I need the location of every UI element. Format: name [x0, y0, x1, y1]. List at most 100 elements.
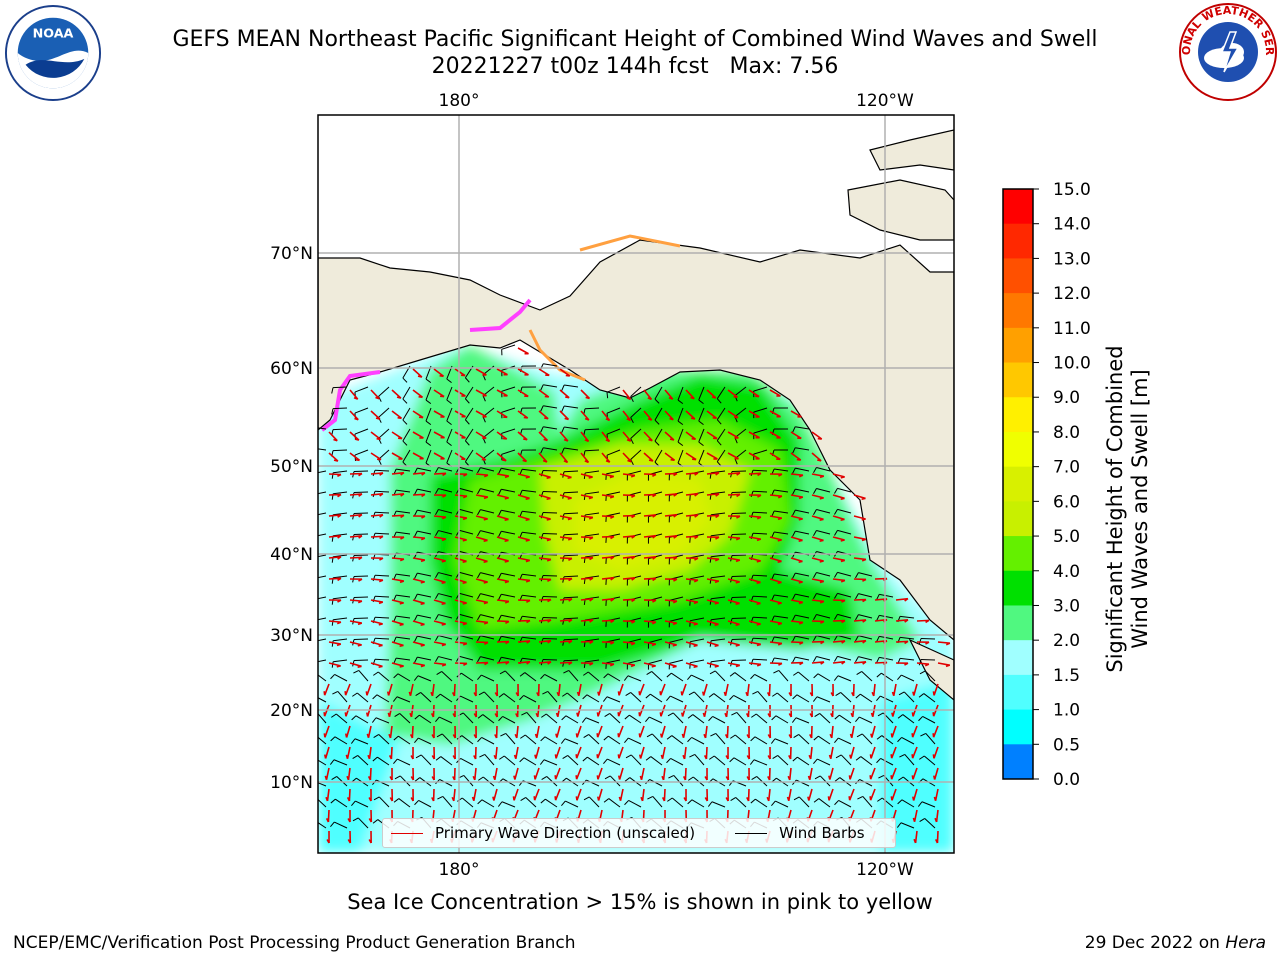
- wind-barb: [333, 617, 348, 621]
- wave-arrow: [580, 389, 591, 400]
- wave-arrow-head: [648, 459, 654, 462]
- wind-barb-flag: [414, 714, 420, 720]
- wind-barb-flag: [729, 695, 735, 701]
- wave-arrow: [514, 767, 519, 780]
- legend-wave-direction: Primary Wave Direction (unscaled): [391, 824, 695, 842]
- wind-barb: [924, 818, 936, 829]
- wind-barb: [670, 695, 684, 703]
- wind-barb-flag: [394, 775, 401, 780]
- wave-arrow-head: [346, 797, 351, 802]
- wave-arrow-head: [400, 536, 405, 540]
- wind-barb: [690, 596, 705, 601]
- wind-barb: [542, 532, 558, 535]
- wave-arrow: [808, 788, 813, 801]
- wave-arrow: [391, 599, 404, 604]
- wave-arrow-head: [484, 641, 489, 645]
- wind-barb: [459, 466, 474, 472]
- wind-barb: [565, 715, 579, 724]
- wave-arrow: [517, 410, 529, 419]
- wind-barb-flag: [791, 717, 797, 723]
- wave-arrow: [538, 619, 552, 622]
- wind-barb: [353, 638, 369, 641]
- wave-arrow-head: [890, 733, 893, 738]
- wind-barb: [677, 407, 684, 422]
- wave-arrow-head: [703, 755, 708, 760]
- wind-barb: [816, 488, 831, 493]
- wind-barb: [396, 573, 411, 577]
- wind-barb-flag: [350, 738, 356, 744]
- wind-barb: [334, 673, 348, 682]
- wave-arrow-head: [430, 691, 434, 697]
- wave-arrow: [370, 431, 382, 440]
- wave-arrow-head: [568, 619, 573, 623]
- wind-barb: [736, 712, 747, 724]
- wave-arrow: [869, 788, 876, 801]
- wind-barb-flag: [393, 636, 397, 643]
- wave-arrow: [663, 788, 666, 802]
- wind-barb: [627, 470, 642, 475]
- wind-barb-flag: [687, 799, 693, 805]
- wave-arrow-head: [819, 560, 824, 563]
- wind-barb: [860, 756, 873, 766]
- wind-barb: [353, 533, 369, 536]
- wind-barb: [669, 617, 684, 622]
- wind-barb: [819, 713, 831, 724]
- wind-barb-flag: [698, 420, 704, 426]
- wave-arrow: [323, 683, 330, 696]
- wind-barb: [881, 797, 894, 808]
- wind-barb: [505, 733, 516, 745]
- wind-barb: [606, 428, 621, 435]
- wind-barb-flag: [378, 396, 382, 402]
- chart-title: GEFS MEAN Northeast Pacific Significant …: [172, 27, 1098, 52]
- graticule: [318, 115, 954, 853]
- wind-barb: [378, 407, 390, 418]
- wind-barb-flag: [436, 671, 443, 676]
- wave-arrow: [391, 641, 404, 647]
- wind-barb-flag: [331, 387, 334, 394]
- wind-barb-flag: [477, 530, 481, 537]
- wave-arrow-head: [386, 691, 390, 696]
- wave-arrow-head: [714, 602, 719, 605]
- wave-arrow-head: [336, 665, 341, 668]
- wave-arrow: [892, 683, 897, 696]
- wind-barb: [525, 797, 537, 808]
- wave-arrow: [538, 473, 551, 479]
- wave-arrow: [705, 746, 708, 760]
- wave-arrow-head: [652, 599, 657, 603]
- wind-barb: [711, 512, 726, 516]
- wave-arrow-head: [494, 713, 498, 718]
- wave-arrow-head: [869, 754, 872, 759]
- wave-arrow-head: [746, 797, 750, 802]
- wave-arrow: [727, 662, 740, 667]
- wind-barb: [545, 713, 558, 724]
- wave-arrow-head: [462, 539, 467, 542]
- wind-barb: [755, 798, 768, 808]
- wave-arrow-head: [565, 396, 570, 399]
- wave-arrow: [601, 452, 611, 463]
- wave-arrow: [454, 599, 467, 604]
- wind-barb: [464, 407, 474, 421]
- wave-arrow-head: [441, 581, 446, 584]
- wind-barbs-layer: [310, 344, 936, 829]
- wave-arrow-head: [840, 539, 845, 542]
- wave-arrow-head: [555, 733, 558, 738]
- wave-arrow: [748, 410, 760, 418]
- wave-arrow: [643, 452, 654, 462]
- wind-barb: [543, 363, 558, 367]
- wind-barb-flag: [425, 378, 432, 384]
- wave-arrow: [853, 661, 867, 664]
- wave-arrow-head: [736, 472, 741, 476]
- wave-arrow: [618, 746, 624, 759]
- wave-arrow-head: [934, 839, 939, 844]
- wind-barb: [332, 449, 348, 452]
- wind-barb: [374, 490, 390, 493]
- wind-barb-flag: [477, 656, 481, 663]
- wind-barb-flag: [310, 695, 314, 699]
- wind-barb-flag: [372, 554, 376, 561]
- wind-barb: [795, 614, 810, 619]
- wave-arrow-head: [336, 621, 342, 625]
- wave-arrow: [559, 661, 573, 664]
- wind-barb-flag: [814, 713, 821, 718]
- wind-barb: [648, 638, 663, 644]
- wave-arrow-head: [694, 492, 699, 497]
